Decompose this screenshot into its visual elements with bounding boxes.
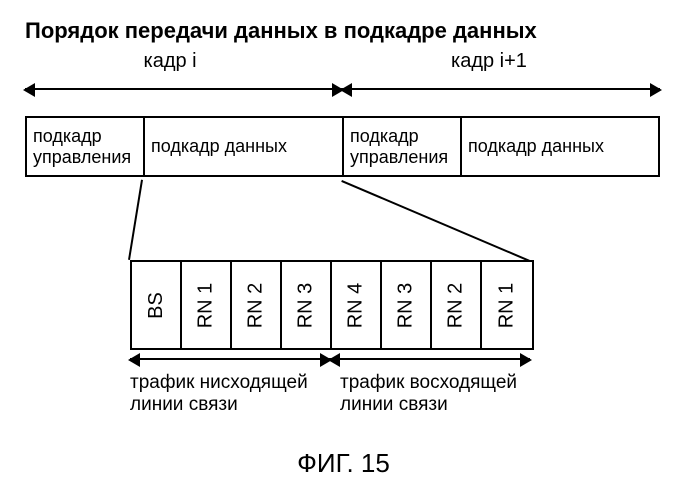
frame-span-left-label: кадр i: [144, 50, 197, 73]
slot-cell: RN 1: [182, 262, 232, 348]
data-subframe-cell: подкадр данных: [145, 118, 344, 175]
slot-label: BS: [145, 292, 168, 319]
uplink-span: [330, 358, 530, 360]
diagram-title: Порядок передачи данных в подкадре данны…: [25, 18, 537, 44]
control-subframe-cell: подкадр управления: [344, 118, 462, 175]
frame-table: подкадр управленияподкадр данныхподкадр …: [25, 116, 660, 177]
zoom-line-right: [341, 180, 530, 262]
slot-label: RN 4: [344, 282, 367, 328]
downlink-span: [130, 358, 330, 360]
slot-cell: RN 2: [232, 262, 282, 348]
top-span-row: кадр i кадр i+1: [25, 70, 660, 106]
slot-cell: RN 3: [382, 262, 432, 348]
uplink-label: трафик восходящейлинии связи: [340, 372, 517, 416]
frame-span-right-label: кадр i+1: [451, 50, 527, 73]
slot-cell: RN 4: [332, 262, 382, 348]
slot-cell: RN 1: [482, 262, 532, 348]
downlink-label: трафик нисходящейлинии связи: [130, 372, 308, 416]
slot-cell: RN 3: [282, 262, 332, 348]
slot-cell: RN 2: [432, 262, 482, 348]
slot-label: RN 2: [244, 282, 267, 328]
slot-cell: BS: [132, 262, 182, 348]
slot-label: RN 1: [495, 282, 518, 328]
subframe-detail: BS RN 1 RN 2 RN 3 RN 4 RN 3 RN 2 RN 1: [130, 260, 534, 350]
figure-caption: ФИГ. 15: [0, 448, 687, 479]
control-subframe-cell: подкадр управления: [27, 118, 145, 175]
slot-label: RN 2: [444, 282, 467, 328]
frame-span-left: [25, 88, 342, 90]
data-subframe-cell: подкадр данных: [462, 118, 658, 175]
slot-label: RN 3: [294, 282, 317, 328]
slot-label: RN 3: [394, 282, 417, 328]
zoom-line-left: [128, 180, 143, 260]
slot-label: RN 1: [194, 282, 217, 328]
frame-span-right: [342, 88, 660, 90]
